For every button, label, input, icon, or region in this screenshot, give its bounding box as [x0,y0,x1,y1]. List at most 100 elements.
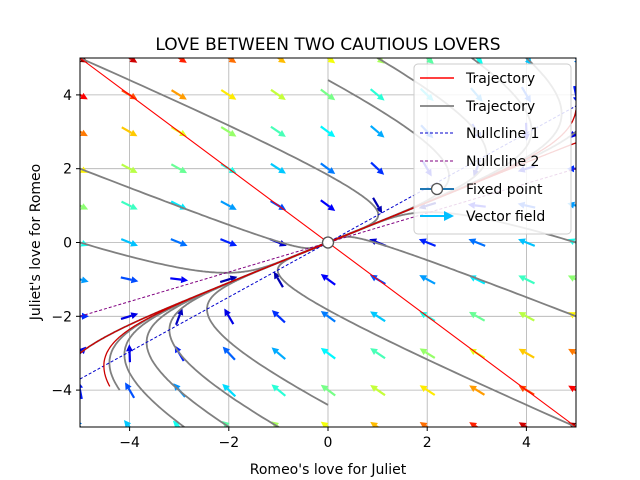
vector-arrow-head [375,205,383,214]
x-axis-label: Romeo's love for Juliet [250,462,407,478]
vector-arrow-shaft [524,277,535,285]
vector-arrow-shaft [474,388,486,396]
vector-arrow-shaft [120,314,132,320]
vector-arrow-head [568,385,576,393]
vector-arrow-head [130,239,138,247]
vector-arrow-head [518,348,527,356]
vector-arrow-head [320,347,329,355]
vector-arrow-head [179,166,188,174]
vector-arrow-head [228,93,237,100]
vector-arrow-shaft [226,387,237,398]
vector-arrow-head [179,58,187,63]
vector-arrow-shaft [524,240,536,247]
vector-arrow-head [80,129,88,137]
vector-arrow-head [278,130,286,137]
trajectory-red [103,242,329,387]
vector-arrow-shaft [320,88,331,97]
y-tick-label: 4 [63,88,72,104]
vector-arrow-shaft [372,197,380,208]
vector-arrow-head [80,383,84,389]
vector-arrow-shaft [170,277,182,281]
vector-arrow-head [468,311,477,319]
vector-arrow-head [228,129,237,137]
vector-arrow-head [327,93,336,101]
vector-arrow-shaft [424,351,436,359]
vector-arrow-shaft [170,200,182,208]
vector-arrow-head [376,130,385,138]
vector-arrow-head [123,420,132,427]
x-axis-ticks: −4 −2 0 2 4 [119,427,531,451]
legend-label-vector-field: Vector field [466,209,545,225]
vector-arrow-shaft [375,314,386,323]
legend-label-fixed-point: Fixed point [466,182,543,198]
legend-label-red-trajectory: Trajectory [465,71,535,87]
vector-arrow-head [419,385,428,392]
vector-arrow-shaft [127,387,136,399]
vector-arrow-shaft [220,126,232,134]
vector-arrow-shaft [226,314,235,325]
vector-arrow-shaft [474,240,486,247]
vector-arrow-head [222,346,230,355]
vector-arrow-head [327,203,336,211]
vector-arrow-head [125,382,132,391]
vector-arrow-head [518,422,527,427]
vector-arrow-head [376,93,385,101]
x-tick-label: −4 [119,435,140,451]
vector-arrow-head [222,383,230,392]
fixed-point-marker [321,236,335,249]
vector-arrow-shaft [121,163,132,171]
vector-arrow-shaft [270,125,281,134]
vector-arrow-head [179,239,188,247]
vector-arrow-shaft [220,200,232,208]
vector-arrow-shaft [276,387,287,397]
vector-arrow-head [518,312,527,319]
vector-arrow-shaft [270,88,281,97]
vector-arrow-shaft [121,126,132,134]
vector-arrow-head [572,96,576,102]
vector-arrow-head [129,203,138,210]
vector-arrow-shaft [524,314,535,322]
vector-arrow-head [228,166,237,174]
legend-swatch-fixed-point-marker [430,182,444,196]
vector-arrow-shaft [276,314,286,324]
vector-arrow-shaft [276,351,286,360]
vector-arrow-shaft [320,199,331,208]
vector-arrow-head [179,129,187,137]
vector-arrow-head [224,308,231,317]
vector-arrow-shaft [120,238,132,245]
vector-arrow-head [320,310,329,318]
vector-arrow-head [370,348,378,355]
legend-label-gray-trajectory: Trajectory [465,99,535,115]
vector-arrow-shaft [270,162,281,171]
vector-arrow-shaft [573,85,576,98]
x-tick-label: −2 [218,435,239,451]
vector-arrow-head [370,421,378,427]
vector-arrow-head [320,384,329,392]
vector-arrow-head [179,92,187,100]
vector-arrow-shaft [375,388,386,397]
vector-arrow-head [369,274,378,282]
y-tick-label: 2 [63,162,72,178]
vector-arrow-head [419,275,428,282]
vector-arrow-head [130,312,139,320]
vector-arrow-head [320,421,329,427]
vector-arrow-shaft [170,163,182,171]
vector-arrow-head [129,166,138,173]
vector-arrow-head [469,385,477,393]
vector-arrow-head [573,60,576,63]
vector-arrow-head [82,312,89,320]
vector-arrow-head [475,58,484,65]
vector-arrow-head [228,203,237,210]
vector-arrow-head [271,347,280,355]
y-axis-label: Juliet's love for Romeo [28,164,44,321]
vector-arrow-head [278,58,286,64]
legend-label-nullcline-2: Nullcline 2 [466,154,539,170]
vector-arrow-shaft [220,238,232,245]
vector-arrow-shaft [80,387,83,400]
vector-arrow-head [376,167,385,175]
vector-arrow-head [320,274,329,282]
vector-arrow-head [271,384,280,392]
vector-arrow-head [228,58,237,63]
vector-arrow-shaft [121,200,132,208]
vector-arrow-head [172,420,181,427]
